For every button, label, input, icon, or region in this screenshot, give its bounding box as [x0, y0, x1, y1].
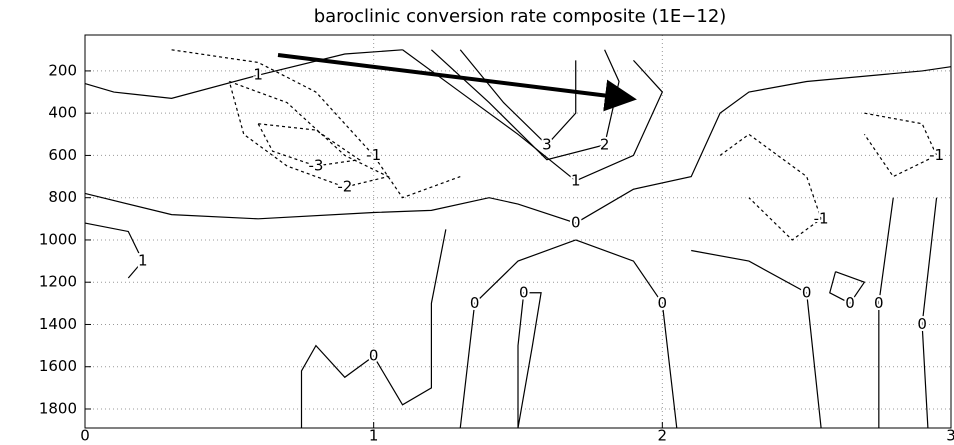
contour-line: [300, 229, 447, 428]
contour-line: [84, 222, 144, 279]
contour-line: [691, 249, 822, 429]
contour-label: 0: [917, 315, 927, 333]
contour-line: [84, 49, 403, 99]
contour-label: 0: [470, 294, 480, 312]
contour-label: 0: [519, 283, 529, 301]
contour-label: -2: [337, 178, 352, 196]
contour-line: [459, 49, 577, 146]
contour-line: [719, 133, 822, 241]
chart-title: baroclinic conversion rate composite (1E…: [314, 6, 727, 27]
contour-line: [829, 271, 866, 305]
y-tick-label: 1800: [39, 399, 77, 417]
y-tick-label: 1200: [39, 273, 77, 291]
contour-label: -1: [814, 209, 829, 227]
contour-line: [257, 123, 361, 167]
y-tick-label: 400: [48, 104, 77, 122]
contour-label: 1: [138, 252, 148, 270]
x-tick-label: 3: [946, 427, 954, 442]
y-tick-label: 800: [48, 188, 77, 206]
contour-line: [878, 197, 894, 428]
contour-label: 0: [369, 347, 379, 365]
contour-label: 0: [874, 294, 884, 312]
contour-line: [84, 66, 952, 224]
plot-area: 0 0 0 0 0 1 1 -1 -2 -3 1 2 3 -1 0 0 0 0 -1: [84, 35, 952, 429]
x-tick-label: 0: [80, 427, 90, 442]
contour-label: -1: [929, 146, 944, 164]
contour-label: 2: [600, 135, 610, 153]
contour-label: 1: [571, 171, 581, 189]
contour-line: [430, 49, 620, 161]
contour-line: [863, 112, 938, 178]
y-tick-label: 1000: [39, 230, 77, 248]
y-tick-label: 1400: [39, 315, 77, 333]
contour-line: [171, 49, 461, 199]
contour-label: -3: [308, 157, 323, 175]
x-tick-label: 1: [369, 427, 379, 442]
contour-line: [228, 80, 390, 188]
y-tick-label: 600: [48, 146, 77, 164]
arrow: [277, 53, 637, 112]
contour-line: [517, 292, 542, 429]
contour-line: [575, 239, 678, 429]
y-tick-label: 1600: [39, 357, 77, 375]
contour-label: 3: [542, 135, 552, 153]
x-tick-label: 2: [658, 427, 668, 442]
contour-line: [921, 197, 938, 429]
y-tick-label: 200: [48, 61, 77, 79]
contour-label: 0: [845, 294, 855, 312]
contour-label: 0: [802, 283, 812, 301]
contour-label: 0: [571, 214, 581, 232]
contour-label: 1: [253, 66, 263, 84]
frame: [84, 34, 952, 429]
contour-label: 0: [658, 294, 668, 312]
contour-line: [402, 49, 664, 182]
contour-label: -1: [366, 146, 381, 164]
contour-line: [459, 239, 576, 429]
